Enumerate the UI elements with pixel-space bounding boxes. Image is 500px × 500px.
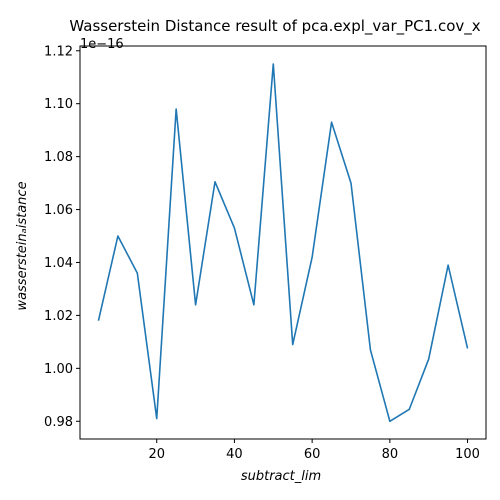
y-tick-label: 1.06	[44, 203, 73, 218]
x-tick-label: 100	[455, 447, 480, 462]
y-axis-label: wassersteinₐistance	[15, 181, 30, 310]
chart-title: Wasserstein Distance result of pca.expl_…	[69, 17, 480, 36]
x-tick-label: 20	[148, 447, 165, 462]
y-tick-label: 1.10	[44, 97, 73, 112]
x-axis-label: subtract_lim	[241, 469, 321, 484]
y-tick-label: 1.08	[44, 150, 73, 165]
x-tick-label: 80	[382, 447, 399, 462]
plot-area: 20 40 60 80 100 0.98 1.00 1.02 1.04 1.06 1.08 1.10 1…	[44, 44, 487, 462]
y-tick-label: 1.02	[44, 309, 73, 324]
x-tick-label: 60	[304, 447, 321, 462]
y-tick-label: 0.98	[44, 415, 73, 430]
y-tick-label: 1.12	[44, 44, 73, 59]
y-tick-label: 1.00	[44, 362, 73, 377]
y-tick-label: 1.04	[44, 256, 73, 271]
series-line-0	[97, 63, 469, 423]
y-offset-label: 1e−16	[80, 37, 124, 52]
x-tick-label: 40	[226, 447, 243, 462]
axes-frame	[79, 45, 487, 440]
